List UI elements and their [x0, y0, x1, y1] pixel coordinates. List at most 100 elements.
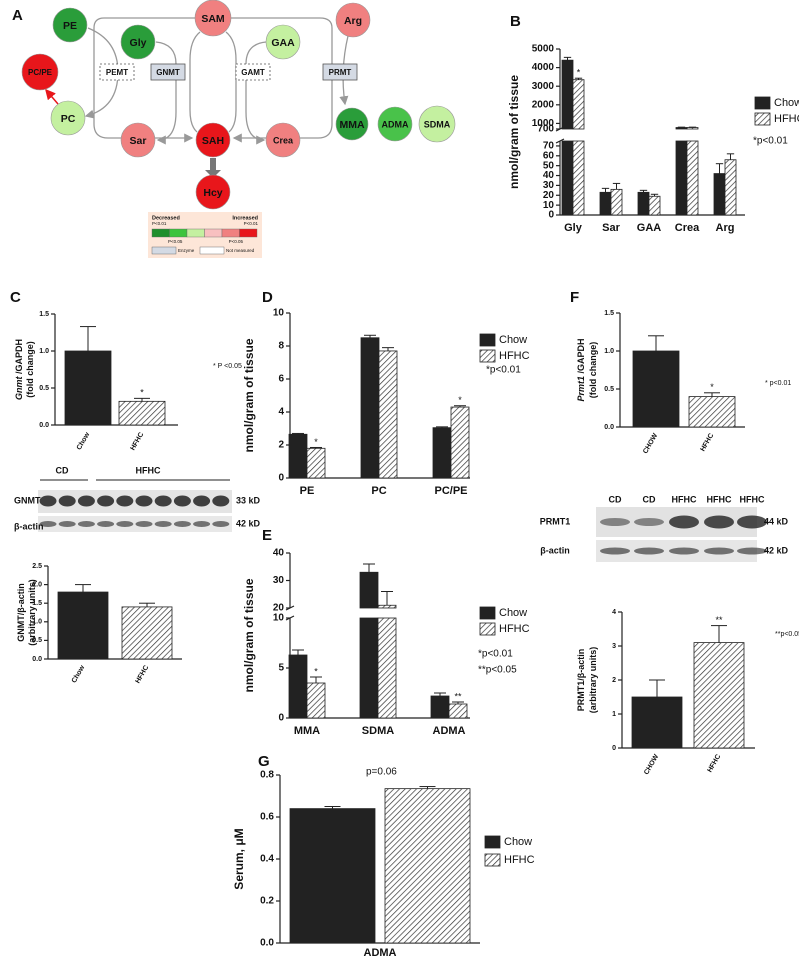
legend-swatch [204, 228, 223, 238]
legend-label: HFHC [774, 113, 799, 125]
y-tick-label: 70 [543, 141, 555, 152]
y-axis-label-part: (fold change) [588, 342, 598, 399]
y-axis-label: nmol/gram of tissue [242, 578, 256, 692]
bar [561, 140, 574, 216]
metabolite-node [418, 105, 456, 143]
y-tick-label: 2 [612, 677, 616, 684]
x-tick-label: Arg [716, 222, 735, 234]
significance: * [314, 666, 318, 676]
legend-swatch [479, 622, 496, 636]
arrow [245, 41, 267, 145]
blot-band [737, 547, 767, 555]
panel-letter: F [570, 289, 579, 306]
legend-text: P<0.01 [244, 221, 259, 226]
x-tick-label: Chow [71, 664, 87, 684]
y-tick-label: 30 [543, 180, 555, 191]
blot-row-label: GNMT [14, 495, 41, 505]
metabolite-label: PE [63, 20, 77, 32]
y-axis-label: Gnmt /GAPDH [14, 339, 24, 400]
arrow [189, 31, 201, 133]
y-tick-label: 0.2 [260, 896, 274, 907]
metabolite-node [335, 2, 371, 38]
panel-letter: G [258, 753, 270, 770]
legend-swatch [186, 228, 205, 238]
legend-swatch [199, 246, 225, 255]
significance: * [458, 395, 462, 405]
arrow [45, 88, 59, 105]
y-tick-label: 1.0 [604, 348, 614, 355]
y-axis-label-part: (fold change) [25, 341, 35, 398]
significance: * [710, 382, 714, 392]
bar [118, 400, 166, 426]
legend-text: P<0.05 [229, 239, 244, 244]
legend-swatch [479, 333, 496, 347]
x-tick-label: Chow [76, 431, 92, 451]
legend-label: Chow [504, 836, 532, 848]
metabolite-node [120, 24, 156, 60]
panel-letter: A [12, 7, 23, 24]
blot-band [212, 521, 230, 527]
y-tick-label: 0.5 [32, 637, 42, 644]
y-tick-label: 20 [273, 603, 285, 614]
blot-band [193, 521, 211, 527]
x-tick-label: Crea [675, 222, 700, 234]
x-tick-label: PC/PE [434, 485, 467, 497]
blot-size-label: 42 kD [236, 518, 261, 528]
metabolite-node [120, 122, 156, 158]
x-tick-label: HFHC [700, 432, 716, 452]
metabolite-label: Sar [130, 135, 147, 147]
enzyme-box [235, 63, 271, 81]
enzyme-box [99, 63, 135, 81]
metabolite-label: GAA [271, 37, 295, 49]
blot-band [135, 521, 153, 527]
x-tick-label: ADMA [364, 947, 397, 959]
significance: * [577, 68, 581, 78]
bar [686, 140, 699, 216]
x-tick-label: SDMA [362, 725, 394, 737]
legend-swatch [221, 228, 240, 238]
annotation: **p<0.05 [478, 665, 517, 676]
y-axis-label: GNMT/β-actin [16, 583, 26, 642]
metabolite-node [21, 53, 59, 91]
metabolite-label: SAM [201, 13, 225, 25]
legend-text: P<0.05 [168, 239, 183, 244]
y-axis-label-part: /GAPDH [14, 339, 24, 377]
y-tick-label: 0.4 [260, 854, 274, 865]
panel-letter: B [510, 13, 521, 30]
y-tick-label: 0.5 [604, 386, 614, 393]
metabolite-label: SDMA [424, 119, 451, 129]
bar [448, 703, 468, 719]
y-tick-label: 1.0 [39, 348, 49, 355]
bar [648, 195, 661, 216]
y-axis-label: (fold change) [25, 341, 35, 398]
legend-swatch [479, 349, 496, 363]
significance: ** [454, 691, 462, 701]
significance: * [314, 437, 318, 447]
enzyme-label: GAMT [241, 68, 265, 77]
y-axis-label-part: Serum, μM [232, 828, 246, 889]
legend-text: Not measured [226, 248, 255, 253]
blot-band [173, 521, 191, 527]
blot-band [669, 515, 699, 529]
blot-band [97, 495, 115, 507]
x-tick-label: HFHC [130, 431, 146, 451]
y-axis-label-part: /GAPDH [576, 338, 586, 376]
y-axis-label-part: nmol/gram of tissue [507, 75, 521, 189]
y-tick-label: 5000 [532, 44, 555, 55]
bar [384, 788, 471, 944]
enzyme-label: PRMT [329, 68, 352, 77]
blot-band [116, 521, 134, 527]
bar [289, 808, 376, 944]
annotation: * p<0.01 [765, 380, 791, 387]
y-axis-label: nmol/gram of tissue [242, 338, 256, 452]
blot-band [116, 495, 134, 507]
legend-label: Chow [499, 607, 527, 619]
blot-size-label: 44 kD [764, 516, 789, 526]
metabolite-node [195, 122, 231, 158]
y-axis-label: Serum, μM [232, 828, 246, 889]
bar [306, 447, 326, 479]
blot-band [600, 518, 630, 526]
panel-letter: C [10, 289, 21, 306]
legend-swatch [754, 112, 771, 126]
significance: ** [715, 615, 723, 625]
